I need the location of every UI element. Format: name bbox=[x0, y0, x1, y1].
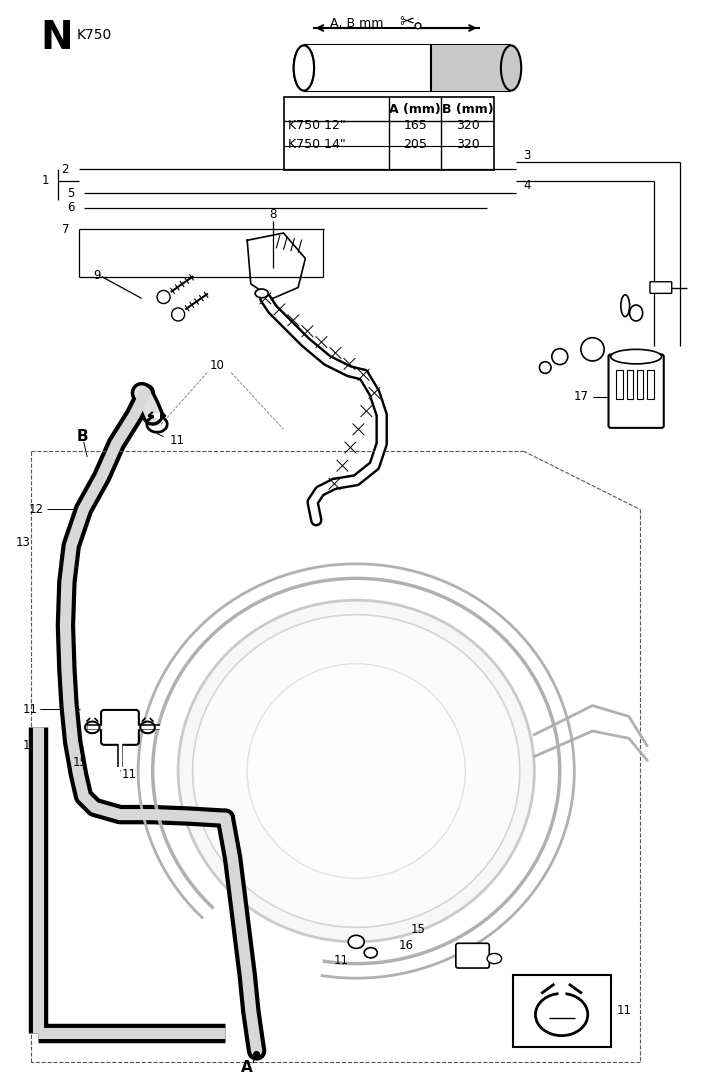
Text: K750 14": K750 14" bbox=[288, 138, 345, 151]
Ellipse shape bbox=[193, 615, 520, 927]
Text: 5: 5 bbox=[67, 186, 74, 199]
FancyBboxPatch shape bbox=[608, 354, 664, 428]
Ellipse shape bbox=[247, 663, 465, 878]
Ellipse shape bbox=[501, 46, 521, 91]
Bar bbox=[513, 975, 611, 1047]
FancyBboxPatch shape bbox=[456, 943, 489, 968]
Ellipse shape bbox=[294, 46, 314, 91]
Circle shape bbox=[157, 291, 170, 304]
Ellipse shape bbox=[294, 46, 314, 91]
Text: A, B mm: A, B mm bbox=[329, 17, 383, 30]
Text: 165: 165 bbox=[403, 119, 427, 132]
Ellipse shape bbox=[581, 338, 604, 361]
Text: 1: 1 bbox=[42, 175, 49, 188]
Bar bbox=[647, 370, 654, 399]
Text: 12: 12 bbox=[28, 503, 44, 516]
FancyBboxPatch shape bbox=[650, 282, 672, 294]
Text: A (mm): A (mm) bbox=[389, 103, 441, 116]
Text: 11: 11 bbox=[23, 702, 38, 715]
Bar bbox=[431, 46, 511, 91]
FancyBboxPatch shape bbox=[101, 710, 139, 745]
Circle shape bbox=[172, 308, 185, 321]
Circle shape bbox=[415, 23, 421, 29]
Text: 15: 15 bbox=[411, 922, 425, 935]
Ellipse shape bbox=[255, 289, 268, 298]
Text: K750: K750 bbox=[76, 27, 111, 41]
Ellipse shape bbox=[539, 362, 551, 373]
Text: 11: 11 bbox=[334, 954, 349, 967]
Bar bbox=[304, 46, 431, 91]
Text: 3: 3 bbox=[523, 150, 531, 163]
Text: 2: 2 bbox=[62, 163, 69, 176]
Ellipse shape bbox=[552, 349, 568, 364]
Circle shape bbox=[254, 1051, 260, 1058]
Ellipse shape bbox=[611, 349, 662, 364]
Text: ✂: ✂ bbox=[400, 13, 414, 31]
Ellipse shape bbox=[621, 295, 630, 317]
Bar bbox=[627, 370, 633, 399]
Ellipse shape bbox=[487, 954, 502, 964]
Text: 13: 13 bbox=[16, 535, 31, 549]
Text: B: B bbox=[76, 429, 88, 444]
Text: 11: 11 bbox=[121, 769, 137, 782]
Text: 11: 11 bbox=[616, 1005, 632, 1018]
Text: 9: 9 bbox=[93, 269, 100, 282]
Text: B (mm): B (mm) bbox=[442, 103, 494, 116]
Text: 10: 10 bbox=[209, 359, 224, 372]
Text: 4: 4 bbox=[523, 179, 531, 192]
Text: 8: 8 bbox=[269, 208, 276, 221]
Text: 11: 11 bbox=[169, 434, 185, 447]
Text: K750 12": K750 12" bbox=[288, 119, 345, 132]
Text: N: N bbox=[40, 20, 73, 57]
Text: 7: 7 bbox=[62, 223, 69, 236]
Text: 13: 13 bbox=[476, 957, 491, 970]
Text: 16: 16 bbox=[398, 939, 414, 952]
Text: 15: 15 bbox=[73, 756, 87, 769]
Ellipse shape bbox=[178, 601, 534, 942]
Text: 14: 14 bbox=[23, 739, 38, 752]
Bar bbox=[616, 370, 623, 399]
Text: A: A bbox=[241, 1060, 253, 1075]
Text: 17: 17 bbox=[574, 390, 589, 403]
Ellipse shape bbox=[348, 935, 364, 948]
Ellipse shape bbox=[630, 305, 643, 321]
Text: 320: 320 bbox=[456, 119, 480, 132]
Bar bbox=[637, 370, 643, 399]
Text: 205: 205 bbox=[403, 138, 427, 151]
Text: 6: 6 bbox=[67, 201, 74, 214]
Text: 320: 320 bbox=[456, 138, 480, 151]
Bar bbox=[284, 98, 494, 170]
Ellipse shape bbox=[364, 947, 377, 958]
